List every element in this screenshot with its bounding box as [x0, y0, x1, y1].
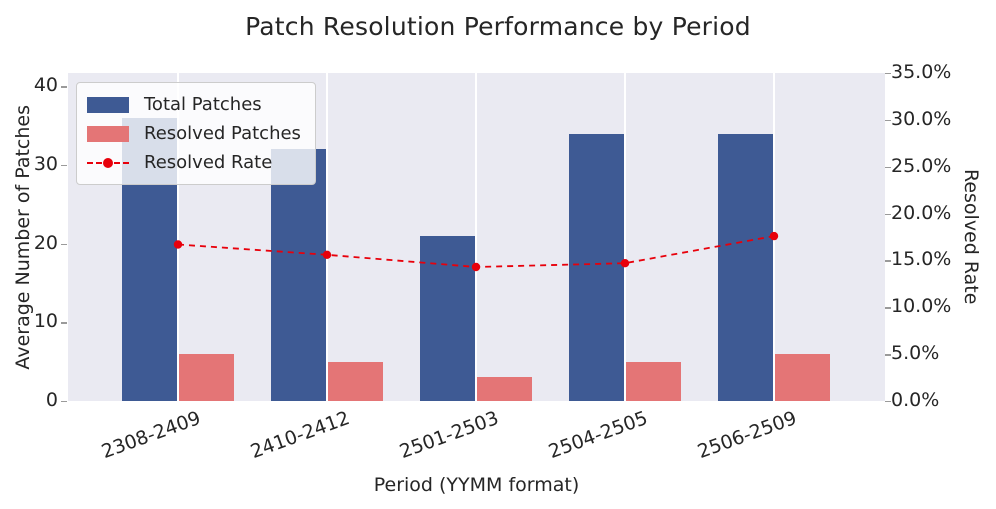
y-left-tick-10: 10: [33, 310, 58, 333]
rate-marker-2410-2412: [322, 250, 332, 259]
y-right-tickmark-0: [885, 401, 891, 403]
legend-line-marker: [103, 157, 113, 168]
rate-marker-2504-2505: [620, 259, 630, 268]
legend-item-total-patches: Total Patches: [87, 90, 301, 119]
y-left-tick-30: 30: [33, 153, 58, 176]
y-right-tickmark-10: [885, 307, 891, 309]
y-right-tickmark-5: [885, 354, 891, 356]
y-left-tick-20: 20: [33, 231, 58, 254]
y-left-tick-40: 40: [33, 74, 58, 97]
gridline-2410-2412: [326, 73, 328, 401]
resolved-rate-line: [177, 235, 775, 268]
y-right-tick-5.0%: 5.0%: [891, 342, 940, 365]
rate-marker-2506-2509: [769, 231, 779, 241]
bar-total-patches-2504-2505: [569, 133, 624, 401]
y-left-tickmark-20: [61, 243, 67, 246]
x-axis-label: Period (YYMM format): [373, 474, 580, 496]
legend-item-resolved-rate: Resolved Rate: [87, 148, 301, 177]
bar-total-patches-2501-2503: [420, 235, 475, 401]
y-right-tick-0.0%: 0.0%: [891, 389, 940, 411]
resolved-rate-line-layer: [173, 231, 779, 272]
legend-swatch-bar: [87, 96, 129, 113]
y-right-tick-35.0%: 35.0%: [891, 61, 952, 83]
legend-label: Resolved Patches: [144, 123, 301, 144]
gridline-2504-2505: [624, 73, 626, 401]
legend: Total Patches Resolved Patches Resolved Ra…: [76, 82, 316, 185]
bar-resolved-patches-2501-2503: [477, 377, 532, 401]
y-right-tick-30.0%: 30.0%: [891, 107, 952, 130]
y-right-tick-25.0%: 25.0%: [891, 154, 952, 177]
legend-swatch-line: [87, 155, 129, 171]
rate-marker-2501-2503: [471, 262, 481, 272]
rate-marker-2308-2409: [173, 240, 183, 249]
y-right-tick-10.0%: 10.0%: [891, 295, 952, 318]
bar-total-patches-2410-2412: [271, 149, 326, 401]
y-axis-label-right-wrap: Resolved Rate: [948, 73, 994, 401]
y-left-tickmark-30: [61, 165, 67, 167]
y-right-tickmark-30: [885, 119, 891, 122]
plot-area: Total Patches Resolved Patches Resolved Ra…: [68, 73, 885, 401]
legend-label: Total Patches: [144, 94, 262, 115]
y-left-tickmark-10: [61, 322, 67, 324]
bar-resolved-patches-2410-2412: [328, 361, 383, 401]
y-left-tickmark-0: [61, 401, 67, 403]
legend-swatch-bar: [87, 125, 129, 142]
y-axis-label-right: Resolved Rate: [960, 169, 982, 305]
bar-resolved-patches-2308-2409: [179, 353, 234, 401]
gridline-2308-2409: [177, 73, 179, 401]
y-right-tick-15.0%: 15.0%: [891, 248, 952, 271]
legend-item-resolved-patches: Resolved Patches: [87, 119, 301, 148]
bar-resolved-patches-2506-2509: [775, 353, 830, 401]
bar-total-patches-2506-2509: [718, 133, 773, 401]
legend-label: Resolved Rate: [144, 152, 273, 173]
y-right-tickmark-25: [885, 166, 891, 169]
y-left-tick-0: 0: [45, 389, 58, 411]
y-right-tickmark-35: [885, 73, 891, 75]
gridline-2501-2503: [475, 73, 477, 401]
chart-title: Patch Resolution Performance by Period: [245, 12, 751, 41]
y-right-tick-20.0%: 20.0%: [891, 201, 952, 224]
bar-resolved-patches-2504-2505: [626, 361, 681, 401]
y-right-tickmark-20: [885, 213, 891, 215]
y-left-tickmark-40: [61, 86, 67, 88]
y-right-tickmark-15: [885, 260, 891, 262]
